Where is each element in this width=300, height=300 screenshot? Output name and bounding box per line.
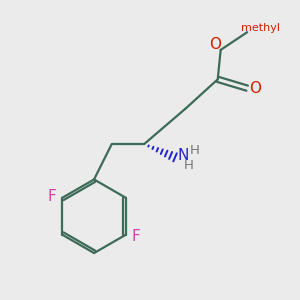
Text: H: H <box>190 144 200 158</box>
Text: N: N <box>178 148 189 164</box>
Text: O: O <box>249 81 261 96</box>
Text: O: O <box>209 37 221 52</box>
Text: F: F <box>132 229 141 244</box>
Text: F: F <box>47 189 56 204</box>
Text: H: H <box>183 159 193 172</box>
Text: methyl: methyl <box>241 23 280 33</box>
